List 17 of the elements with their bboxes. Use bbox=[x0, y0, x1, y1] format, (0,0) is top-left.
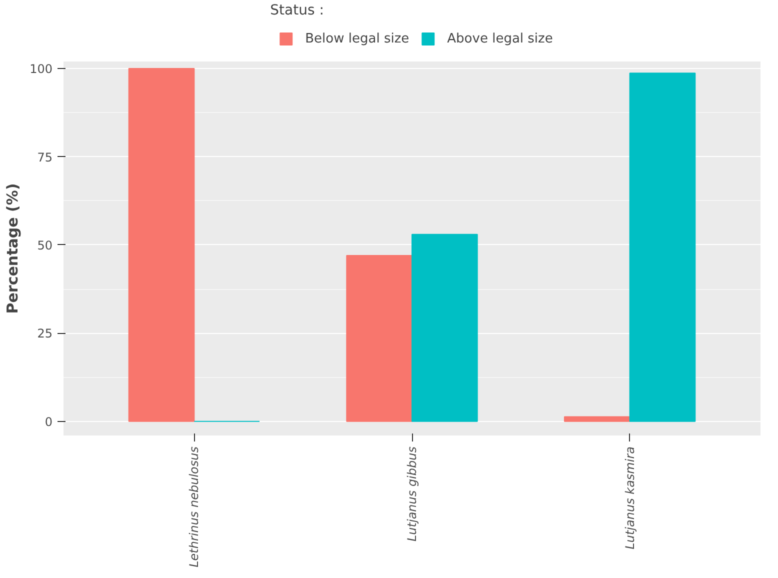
x-tick-label: Lutjanus kasmira bbox=[622, 446, 637, 550]
legend-label: Below legal size bbox=[305, 31, 410, 46]
y-tick-label: 100 bbox=[30, 62, 52, 76]
x-tick-label: Lethrinus nebulosus bbox=[187, 446, 202, 568]
bar bbox=[346, 255, 412, 422]
legend-title: Status : bbox=[270, 2, 325, 18]
y-tick-label: 25 bbox=[37, 326, 53, 341]
y-tick-label: 75 bbox=[37, 150, 53, 164]
legend-label: Above legal size bbox=[447, 31, 553, 46]
bar bbox=[629, 72, 696, 422]
bar bbox=[128, 68, 195, 422]
y-tick-label: 50 bbox=[37, 238, 53, 252]
y-tick-label: 0 bbox=[44, 414, 53, 429]
y-axis-title: Percentage (%) bbox=[4, 183, 22, 314]
bar bbox=[564, 416, 630, 422]
bar bbox=[412, 234, 478, 422]
x-tick-label: Lutjanus gibbus bbox=[405, 446, 419, 542]
